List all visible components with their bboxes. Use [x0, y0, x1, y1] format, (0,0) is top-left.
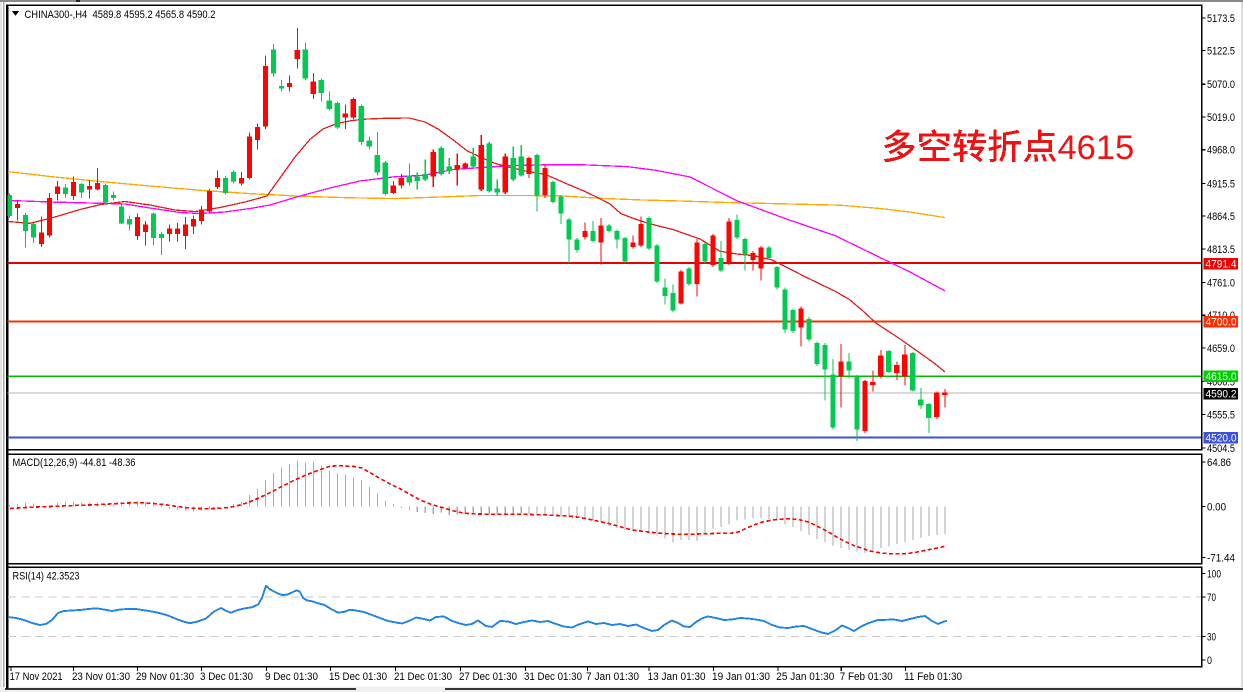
svg-text:27 Dec 01:30: 27 Dec 01:30: [459, 671, 517, 683]
svg-text:9 Dec 01:30: 9 Dec 01:30: [265, 671, 318, 683]
svg-text:4555.5: 4555.5: [1207, 409, 1235, 421]
svg-text:4590.2: 4590.2: [1206, 388, 1237, 400]
svg-text:30: 30: [1207, 632, 1216, 644]
svg-text:5070.0: 5070.0: [1207, 79, 1235, 91]
svg-text:4761.0: 4761.0: [1207, 278, 1235, 290]
svg-text:21 Dec 01:30: 21 Dec 01:30: [394, 671, 452, 683]
svg-text:MACD(12,26,9) -44.81 -48.36: MACD(12,26,9) -44.81 -48.36: [13, 457, 136, 469]
svg-text:4915.5: 4915.5: [1207, 178, 1235, 190]
svg-text:70: 70: [1207, 592, 1216, 604]
svg-text:25 Jan 01:30: 25 Jan 01:30: [776, 671, 834, 683]
svg-text:4700.0: 4700.0: [1206, 316, 1237, 328]
svg-text:7 Jan 01:30: 7 Jan 01:30: [586, 671, 639, 683]
svg-text:11 Feb 01:30: 11 Feb 01:30: [904, 671, 962, 683]
svg-text:13 Jan 01:30: 13 Jan 01:30: [648, 671, 706, 683]
svg-text:-71.44: -71.44: [1207, 552, 1235, 564]
svg-text:RSI(14) 42.3523: RSI(14) 42.3523: [13, 571, 80, 583]
svg-text:4659.0: 4659.0: [1207, 343, 1235, 355]
svg-text:29 Nov 01:30: 29 Nov 01:30: [136, 671, 194, 683]
svg-text:23 Nov 01:30: 23 Nov 01:30: [72, 671, 130, 683]
svg-text:4615.0: 4615.0: [1206, 371, 1237, 383]
svg-text:4520.0: 4520.0: [1206, 432, 1237, 444]
svg-text:0: 0: [1207, 655, 1212, 667]
svg-text:4504.5: 4504.5: [1207, 443, 1235, 455]
svg-text:19 Jan 01:30: 19 Jan 01:30: [712, 671, 770, 683]
svg-text:0.00: 0.00: [1207, 501, 1226, 513]
svg-text:4864.5: 4864.5: [1207, 211, 1235, 223]
svg-text:4615: 4615: [1058, 129, 1135, 167]
svg-text:CHINA300-,H4 4589.8 4595.2 45: CHINA300-,H4 4589.8 4595.2 4565.8 4590.2: [25, 9, 216, 21]
svg-text:5019.0: 5019.0: [1207, 112, 1235, 124]
svg-text:64.86: 64.86: [1207, 457, 1231, 469]
svg-text:17 Nov 2021: 17 Nov 2021: [10, 671, 63, 683]
svg-text:4791.4: 4791.4: [1206, 258, 1237, 270]
svg-text:4813.5: 4813.5: [1207, 244, 1235, 256]
svg-text:7 Feb 01:30: 7 Feb 01:30: [840, 671, 893, 683]
svg-text:100: 100: [1207, 569, 1221, 581]
svg-text:15 Dec 01:30: 15 Dec 01:30: [329, 671, 387, 683]
svg-text:5173.5: 5173.5: [1207, 13, 1235, 25]
svg-text:31 Dec 01:30: 31 Dec 01:30: [524, 671, 582, 683]
svg-text:3 Dec 01:30: 3 Dec 01:30: [200, 671, 253, 683]
svg-text:4968.0: 4968.0: [1207, 145, 1235, 157]
svg-text:5122.5: 5122.5: [1207, 46, 1235, 58]
